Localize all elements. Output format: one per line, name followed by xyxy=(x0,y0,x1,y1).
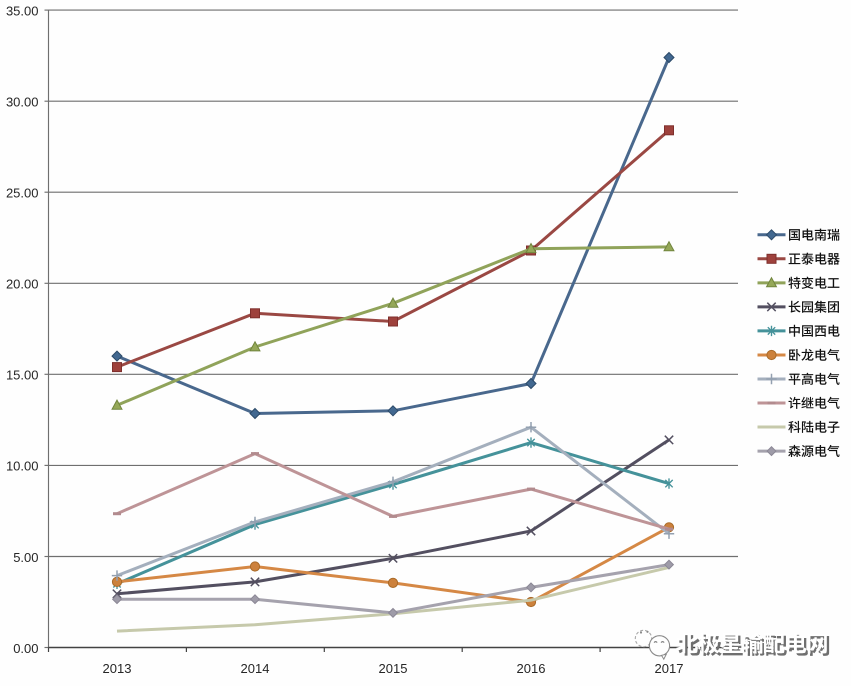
svg-text:2015: 2015 xyxy=(379,661,408,676)
svg-text:2017: 2017 xyxy=(655,661,684,676)
svg-text:35.00: 35.00 xyxy=(6,3,39,18)
svg-text:30.00: 30.00 xyxy=(6,95,39,110)
svg-text:25.00: 25.00 xyxy=(6,186,39,201)
svg-text:2016: 2016 xyxy=(517,661,546,676)
svg-text:10.00: 10.00 xyxy=(6,459,39,474)
svg-text:20.00: 20.00 xyxy=(6,277,39,292)
svg-text:0.00: 0.00 xyxy=(13,641,38,656)
svg-text:2014: 2014 xyxy=(241,661,270,676)
svg-text:5.00: 5.00 xyxy=(13,550,38,565)
svg-text:15.00: 15.00 xyxy=(6,368,39,383)
svg-text:2013: 2013 xyxy=(103,661,132,676)
